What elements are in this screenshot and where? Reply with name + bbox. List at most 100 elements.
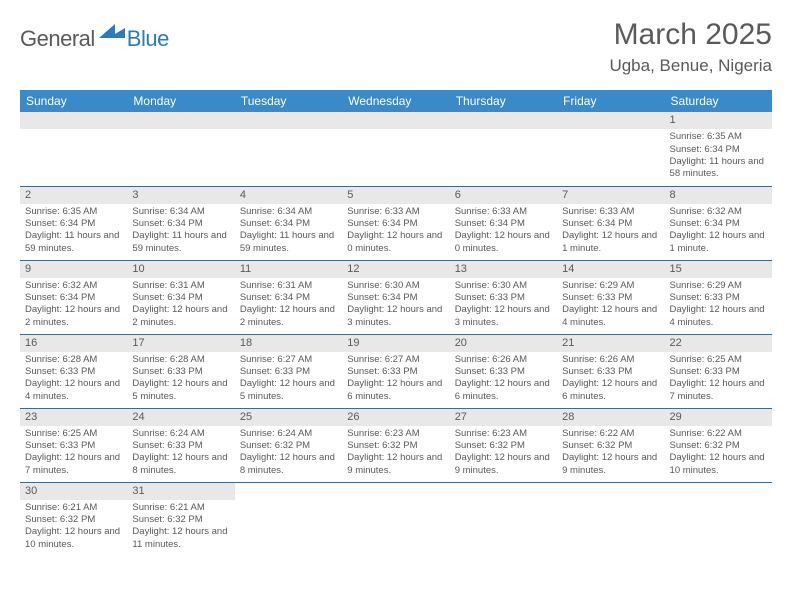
calendar-day-cell	[450, 482, 557, 556]
day-details: Sunrise: 6:33 AMSunset: 6:34 PMDaylight:…	[557, 204, 664, 258]
calendar-day-cell: 29Sunrise: 6:22 AMSunset: 6:32 PMDayligh…	[665, 408, 772, 482]
title-block: March 2025 Ugba, Benue, Nigeria	[609, 18, 772, 76]
day-number: 25	[235, 409, 342, 426]
weekday-header: Wednesday	[342, 90, 449, 112]
logo-swoosh-icon	[99, 24, 125, 45]
day-number-empty	[20, 112, 127, 129]
calendar-day-cell	[665, 482, 772, 556]
weekday-header-row: SundayMondayTuesdayWednesdayThursdayFrid…	[20, 90, 772, 112]
day-details: Sunrise: 6:30 AMSunset: 6:34 PMDaylight:…	[342, 278, 449, 332]
day-details: Sunrise: 6:24 AMSunset: 6:32 PMDaylight:…	[235, 426, 342, 480]
day-details: Sunrise: 6:31 AMSunset: 6:34 PMDaylight:…	[127, 278, 234, 332]
day-number-empty	[450, 483, 557, 500]
weekday-header: Monday	[127, 90, 234, 112]
calendar-day-cell: 6Sunrise: 6:33 AMSunset: 6:34 PMDaylight…	[450, 186, 557, 260]
day-number: 13	[450, 261, 557, 278]
logo-text-blue: Blue	[127, 26, 169, 52]
day-details: Sunrise: 6:33 AMSunset: 6:34 PMDaylight:…	[342, 204, 449, 258]
calendar-day-cell: 10Sunrise: 6:31 AMSunset: 6:34 PMDayligh…	[127, 260, 234, 334]
calendar-day-cell: 14Sunrise: 6:29 AMSunset: 6:33 PMDayligh…	[557, 260, 664, 334]
day-number: 31	[127, 483, 234, 500]
calendar-day-cell: 11Sunrise: 6:31 AMSunset: 6:34 PMDayligh…	[235, 260, 342, 334]
day-details: Sunrise: 6:21 AMSunset: 6:32 PMDaylight:…	[127, 500, 234, 554]
weekday-header: Tuesday	[235, 90, 342, 112]
day-number: 22	[665, 335, 772, 352]
calendar-day-cell: 28Sunrise: 6:22 AMSunset: 6:32 PMDayligh…	[557, 408, 664, 482]
calendar-day-cell	[235, 112, 342, 186]
day-details: Sunrise: 6:23 AMSunset: 6:32 PMDaylight:…	[342, 426, 449, 480]
calendar-day-cell	[127, 112, 234, 186]
calendar-day-cell: 22Sunrise: 6:25 AMSunset: 6:33 PMDayligh…	[665, 334, 772, 408]
day-number: 4	[235, 187, 342, 204]
day-details: Sunrise: 6:31 AMSunset: 6:34 PMDaylight:…	[235, 278, 342, 332]
day-number: 23	[20, 409, 127, 426]
calendar-week-row: 2Sunrise: 6:35 AMSunset: 6:34 PMDaylight…	[20, 186, 772, 260]
weekday-header: Friday	[557, 90, 664, 112]
day-number-empty	[557, 112, 664, 129]
day-number: 5	[342, 187, 449, 204]
day-number-empty	[557, 483, 664, 500]
day-details: Sunrise: 6:35 AMSunset: 6:34 PMDaylight:…	[20, 204, 127, 258]
day-details: Sunrise: 6:27 AMSunset: 6:33 PMDaylight:…	[342, 352, 449, 406]
month-title: March 2025	[609, 18, 772, 52]
calendar-day-cell: 3Sunrise: 6:34 AMSunset: 6:34 PMDaylight…	[127, 186, 234, 260]
day-number-empty	[342, 483, 449, 500]
calendar-day-cell: 26Sunrise: 6:23 AMSunset: 6:32 PMDayligh…	[342, 408, 449, 482]
day-number: 11	[235, 261, 342, 278]
calendar-day-cell: 12Sunrise: 6:30 AMSunset: 6:34 PMDayligh…	[342, 260, 449, 334]
calendar-week-row: 30Sunrise: 6:21 AMSunset: 6:32 PMDayligh…	[20, 482, 772, 556]
calendar-day-cell: 18Sunrise: 6:27 AMSunset: 6:33 PMDayligh…	[235, 334, 342, 408]
day-number: 19	[342, 335, 449, 352]
day-number: 12	[342, 261, 449, 278]
calendar-day-cell: 8Sunrise: 6:32 AMSunset: 6:34 PMDaylight…	[665, 186, 772, 260]
day-number-empty	[235, 483, 342, 500]
day-details: Sunrise: 6:35 AMSunset: 6:34 PMDaylight:…	[665, 129, 772, 183]
day-number: 16	[20, 335, 127, 352]
day-number: 7	[557, 187, 664, 204]
day-details: Sunrise: 6:23 AMSunset: 6:32 PMDaylight:…	[450, 426, 557, 480]
calendar-day-cell: 21Sunrise: 6:26 AMSunset: 6:33 PMDayligh…	[557, 334, 664, 408]
day-number: 17	[127, 335, 234, 352]
calendar-day-cell	[342, 112, 449, 186]
calendar-day-cell: 5Sunrise: 6:33 AMSunset: 6:34 PMDaylight…	[342, 186, 449, 260]
calendar-day-cell: 7Sunrise: 6:33 AMSunset: 6:34 PMDaylight…	[557, 186, 664, 260]
day-number: 15	[665, 261, 772, 278]
day-number: 21	[557, 335, 664, 352]
day-number-empty	[127, 112, 234, 129]
location-text: Ugba, Benue, Nigeria	[609, 56, 772, 76]
day-number-empty	[342, 112, 449, 129]
weekday-header: Thursday	[450, 90, 557, 112]
day-number: 24	[127, 409, 234, 426]
day-details: Sunrise: 6:25 AMSunset: 6:33 PMDaylight:…	[665, 352, 772, 406]
calendar-week-row: 23Sunrise: 6:25 AMSunset: 6:33 PMDayligh…	[20, 408, 772, 482]
day-details: Sunrise: 6:22 AMSunset: 6:32 PMDaylight:…	[557, 426, 664, 480]
day-number: 10	[127, 261, 234, 278]
calendar-day-cell: 19Sunrise: 6:27 AMSunset: 6:33 PMDayligh…	[342, 334, 449, 408]
calendar-day-cell: 9Sunrise: 6:32 AMSunset: 6:34 PMDaylight…	[20, 260, 127, 334]
day-details: Sunrise: 6:29 AMSunset: 6:33 PMDaylight:…	[557, 278, 664, 332]
day-number: 1	[665, 112, 772, 129]
day-details: Sunrise: 6:24 AMSunset: 6:33 PMDaylight:…	[127, 426, 234, 480]
calendar-day-cell	[557, 482, 664, 556]
day-number: 6	[450, 187, 557, 204]
calendar-day-cell	[557, 112, 664, 186]
calendar-week-row: 16Sunrise: 6:28 AMSunset: 6:33 PMDayligh…	[20, 334, 772, 408]
day-number: 28	[557, 409, 664, 426]
header: General Blue March 2025 Ugba, Benue, Nig…	[20, 18, 772, 76]
day-number: 27	[450, 409, 557, 426]
day-number: 9	[20, 261, 127, 278]
calendar-day-cell: 15Sunrise: 6:29 AMSunset: 6:33 PMDayligh…	[665, 260, 772, 334]
calendar-week-row: 1Sunrise: 6:35 AMSunset: 6:34 PMDaylight…	[20, 112, 772, 186]
day-number: 26	[342, 409, 449, 426]
calendar-day-cell: 31Sunrise: 6:21 AMSunset: 6:32 PMDayligh…	[127, 482, 234, 556]
calendar-day-cell: 13Sunrise: 6:30 AMSunset: 6:33 PMDayligh…	[450, 260, 557, 334]
day-number-empty	[235, 112, 342, 129]
day-number: 30	[20, 483, 127, 500]
day-number-empty	[665, 483, 772, 500]
day-details: Sunrise: 6:26 AMSunset: 6:33 PMDaylight:…	[450, 352, 557, 406]
calendar-day-cell: 16Sunrise: 6:28 AMSunset: 6:33 PMDayligh…	[20, 334, 127, 408]
calendar-day-cell: 24Sunrise: 6:24 AMSunset: 6:33 PMDayligh…	[127, 408, 234, 482]
calendar-table: SundayMondayTuesdayWednesdayThursdayFrid…	[20, 90, 772, 556]
weekday-header: Saturday	[665, 90, 772, 112]
calendar-day-cell: 1Sunrise: 6:35 AMSunset: 6:34 PMDaylight…	[665, 112, 772, 186]
